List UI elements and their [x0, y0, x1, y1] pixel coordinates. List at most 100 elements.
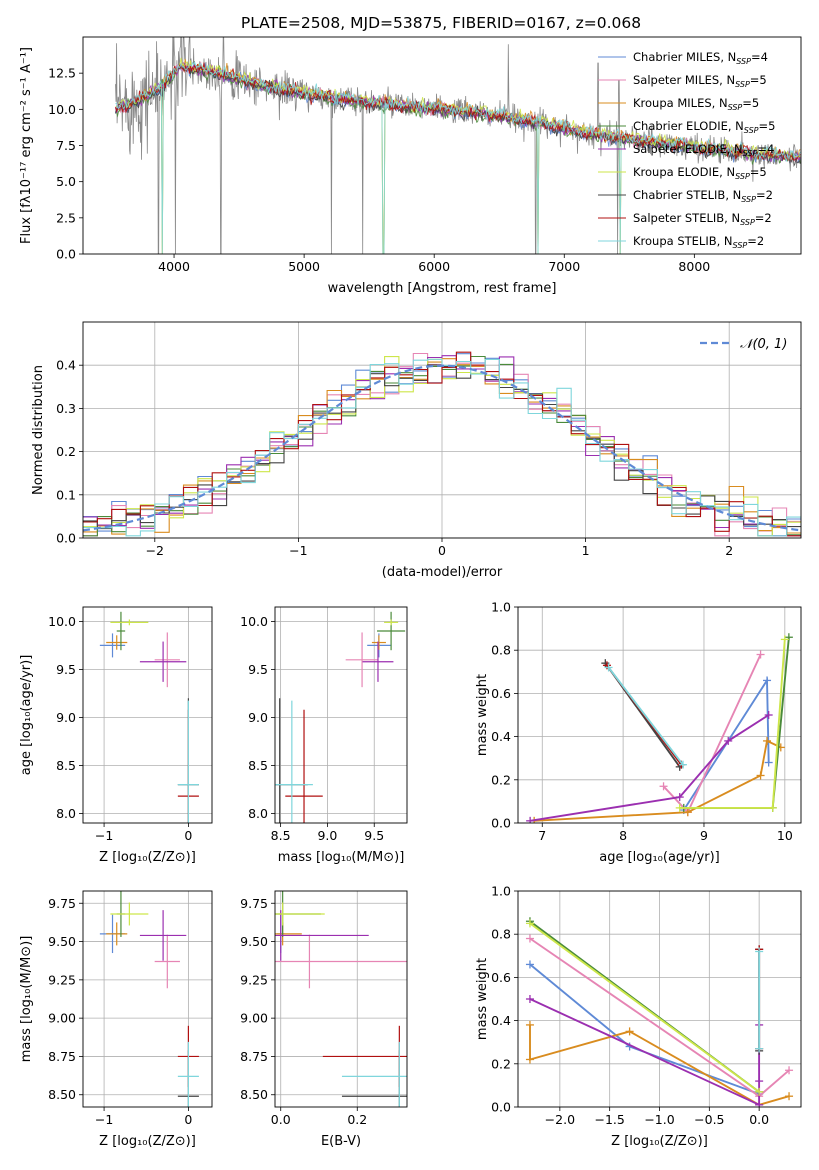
residuals-xtick-label: 0 [438, 543, 446, 558]
weight_vs_z-xtick-label: −0.5 [694, 1112, 724, 1127]
weight_vs_z-ytick-label: 0.4 [491, 1013, 511, 1028]
weight_vs_z-xlabel: Z [log₁₀(Z/Z⊙)] [611, 1134, 708, 1149]
age_vs_z-ytick-label: 8.5 [56, 758, 76, 773]
mass_vs_ebv-ytick-label: 9.75 [240, 896, 268, 911]
spectrum-ytick-label: 2.5 [56, 210, 76, 225]
weight_vs_age-ylabel: mass weight [475, 674, 490, 756]
weight_vs_z-xtick-label: −1.5 [594, 1112, 624, 1127]
legend-series-name: Salpeter STELIB [633, 211, 724, 225]
weight-point-marker [604, 663, 613, 672]
residuals-xtick-label: 2 [725, 543, 733, 558]
normal-curve [83, 364, 801, 532]
spectrum-legend-entry: Salpeter ELODIE, NSSP=4 [633, 142, 774, 158]
legend-nssp-label: , N [728, 119, 744, 133]
legend-nssp-sub: SSP [744, 126, 759, 135]
weight-point-marker [525, 960, 534, 969]
spectrum-legend-entry: Chabrier MILES, NSSP=4 [633, 50, 768, 66]
legend-nssp-label: , N [712, 96, 728, 110]
spectrum-model-line [115, 62, 801, 161]
mass_vs_ebv-ytick-label: 8.50 [240, 1087, 268, 1102]
residuals-axes: −2 −1 0 1 2 0.0 0.1 0.2 0.3 0.4 (data-model)/error… [31, 321, 802, 580]
weight-point-marker [784, 633, 793, 642]
weight_vs_age-xtick-label: 8 [619, 828, 627, 843]
legend-nssp-value: =5 [750, 73, 767, 87]
age_vs_mass-ytick-label: 8.0 [248, 806, 268, 821]
age_vs_mass-frame [274, 606, 408, 824]
errorbar-point [177, 700, 199, 823]
errorbar-point [106, 922, 128, 946]
weight_vs_age-frame [517, 606, 802, 824]
errorbar-point [377, 611, 406, 651]
errorbar-point [275, 902, 325, 926]
spectrum-model-line [115, 65, 801, 167]
age_vs_mass-xlabel: mass [log₁₀(M/M⊙)] [278, 850, 405, 865]
age_vs_mass-xtick-label: 9.0 [317, 828, 337, 843]
weight_vs_z-ylabel: mass weight [475, 958, 490, 1040]
weight-point-marker [785, 1092, 794, 1101]
weight_vs_age-ytick-label: 0.4 [491, 729, 511, 744]
legend-nssp-label: , N [725, 188, 741, 202]
age_vs_z-xtick-label: 0 [184, 828, 192, 843]
legend-nssp-value: =2 [747, 234, 764, 248]
residuals-ytick-label: 0.4 [56, 358, 76, 373]
weight-point-marker [763, 736, 772, 745]
errorbar-point [154, 934, 180, 989]
spectrum-ytick-label: 0.0 [56, 247, 76, 262]
weight-point-marker [785, 1066, 794, 1075]
age_vs_mass-ytick-label: 8.5 [248, 758, 268, 773]
spectrum-xlabel: wavelength [Angstrom, rest frame] [328, 281, 557, 296]
age_vs_z-axes: −1 0 8.0 8.5 9.0 9.5 10.0 Z [log₁₀(Z/Z⊙)] age [l… [19, 606, 213, 865]
mass_vs_z-ytick-label: 9.75 [48, 896, 76, 911]
weight_vs_age-ytick-label: 0.6 [491, 686, 511, 701]
weight_vs_z-ytick-label: 1.0 [491, 884, 511, 899]
residuals-frame [82, 321, 802, 539]
weight_vs_z-ytick-label: 0.2 [491, 1056, 511, 1071]
spectrum-legend-entry: Kroupa MILES, NSSP=5 [633, 96, 759, 112]
errorbar-point [345, 632, 379, 688]
residuals-ytick-label: 0.2 [56, 444, 76, 459]
spectrum-ylabel: Flux [fλ10⁻¹⁷ erg cm⁻² s⁻¹ A⁻¹] [19, 47, 34, 244]
legend-nssp-label: , N [717, 234, 733, 248]
residuals-xtick-label: −1 [289, 543, 307, 558]
weight_vs_age-xtick-label: 9 [700, 828, 708, 843]
errorbar-point [275, 910, 369, 961]
errorbar-point [116, 611, 126, 651]
legend-nssp-sub: SSP [743, 149, 758, 158]
mass_vs_z-ytick-label: 9.25 [48, 972, 76, 987]
legend-nssp-sub: SSP [735, 172, 750, 181]
spectrum-axes: 4000 5000 6000 7000 8000 0.0 2.5 5.0 7.5 10.0 12.5… [19, 36, 802, 296]
spectrum-legend-entry: Salpeter STELIB, NSSP=2 [633, 211, 772, 227]
legend-nssp-label: , N [720, 50, 736, 64]
weight_vs_z-ytick-label: 0.0 [491, 1100, 511, 1115]
age_vs_mass-ytick-label: 10.0 [240, 614, 268, 629]
errorbar-point [275, 700, 313, 823]
weight-point-marker [756, 771, 765, 780]
spectrum-legend-entry: Chabrier STELIB, NSSP=2 [633, 188, 773, 204]
legend-nssp-value: =5 [750, 165, 767, 179]
weight_vs_age-ytick-label: 0.8 [491, 643, 511, 658]
age_vs_z-ylabel: age [log₁₀(age/yr)] [19, 655, 34, 776]
weight_vs_age-axes: 7 8 9 10 0.0 0.2 0.4 0.6 0.8 1.0 age [log₁₀(age/yr… [475, 600, 802, 865]
age_vs_mass-xtick-label: 9.5 [364, 828, 384, 843]
legend-nssp-label: , N [719, 73, 735, 87]
weight-point-marker [525, 919, 534, 928]
spectrum-title: PLATE=2508, MJD=53875, FIBERID=0167, z=0… [241, 14, 641, 32]
weight_vs_z-xtick-label: −2.0 [545, 1112, 575, 1127]
age_vs_z-xlabel: Z [log₁₀(Z/Z⊙)] [99, 850, 196, 865]
mass_vs_z-ytick-label: 8.50 [48, 1087, 76, 1102]
weight-point-marker [675, 793, 684, 802]
errorbar-point [371, 635, 386, 650]
residuals-ytick-label: 0.3 [56, 401, 76, 416]
age_vs_mass-ytick-label: 9.0 [248, 710, 268, 725]
legend-nssp-value: =5 [742, 96, 759, 110]
weight-point-marker [625, 1027, 634, 1036]
age_vs_mass-xtick-label: 8.5 [271, 828, 291, 843]
weight-point-marker [526, 816, 535, 823]
weight-point-marker [525, 1020, 534, 1029]
mass_vs_ebv-frame [274, 890, 408, 1108]
weight-point-marker [755, 1044, 764, 1053]
spectrum-xtick-label: 7000 [548, 259, 580, 274]
